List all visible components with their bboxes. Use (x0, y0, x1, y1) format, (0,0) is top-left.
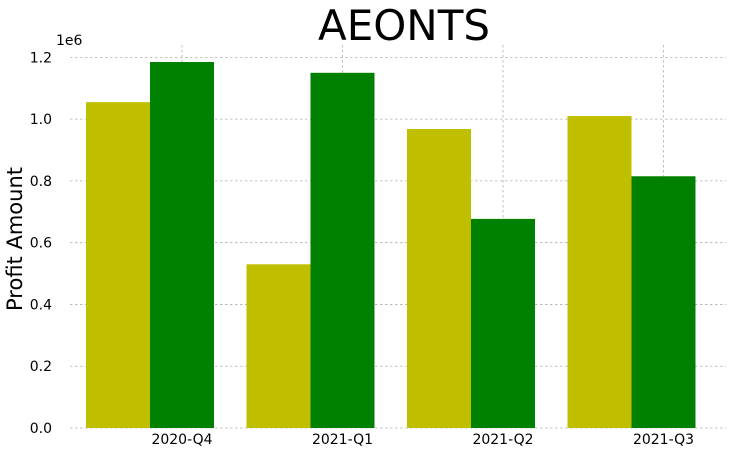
x-tick-label: 2021-Q1 (312, 432, 373, 448)
y-tick-label: 1.2 (30, 50, 52, 66)
y-tick-label: 0.6 (30, 236, 52, 252)
y-tick-label: 0.0 (30, 421, 52, 437)
y-tick-label: 0.8 (30, 174, 52, 190)
bar (471, 218, 535, 428)
y-tick-label: 1.0 (30, 112, 52, 128)
bar (310, 72, 375, 428)
bar (407, 129, 471, 428)
x-tick-label: 2021-Q3 (633, 432, 694, 448)
x-tick-label: 2021-Q2 (472, 432, 533, 448)
y-axis-label: Profit Amount (3, 167, 27, 311)
x-tick-layer: 2020-Q4 2021-Q1 2021-Q2 2021-Q3 (151, 432, 694, 448)
y-tick-label: 0.4 (30, 297, 52, 313)
y-axis-offset-label: 1e6 (56, 33, 83, 49)
bar (246, 264, 311, 428)
chart-title: AEONTS (318, 1, 490, 50)
y-tick-layer: 0.0 0.2 0.4 0.6 0.8 1.0 1.2 (30, 50, 52, 437)
bar-layer (86, 61, 696, 429)
bar (567, 116, 632, 429)
y-tick-label: 0.2 (30, 359, 52, 375)
x-tick-label: 2020-Q4 (151, 432, 212, 448)
bar (86, 102, 150, 429)
bar (150, 61, 214, 428)
bar (631, 176, 696, 428)
